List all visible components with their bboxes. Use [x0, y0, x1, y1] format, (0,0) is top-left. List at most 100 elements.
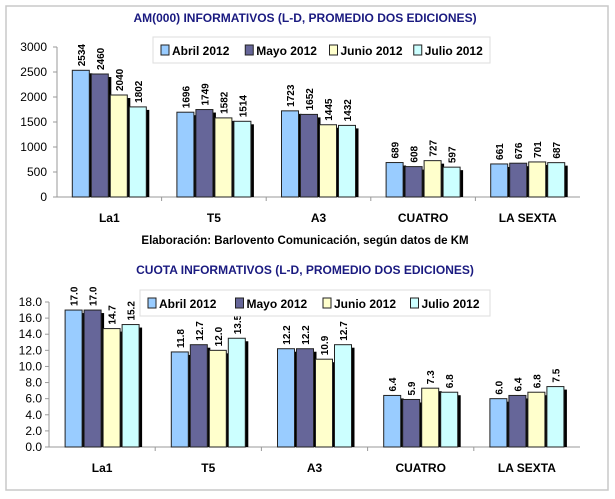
bar: [214, 117, 233, 198]
data-label: 727: [429, 140, 440, 157]
y-tick-label: 14.0: [19, 327, 43, 341]
legend-label: Julio 2012: [422, 297, 480, 311]
bar: [546, 386, 565, 448]
legend-swatch: [322, 297, 332, 309]
chart-1: 0 500 1000 1500 2000 2500 3000 La1 2534 2460 2040 1…: [20, 36, 580, 225]
legend-label: Junio 2012: [341, 44, 403, 58]
data-label: 6.4: [388, 377, 399, 391]
data-label: 12.2: [282, 325, 293, 345]
data-label: 2534: [77, 44, 88, 67]
x-tick-label: CUATRO: [395, 461, 445, 475]
y-tick-label: 500: [27, 165, 47, 179]
y-tick-label: 6.0: [25, 392, 42, 406]
bar: [170, 351, 189, 448]
y-tick-label: 12.0: [19, 343, 43, 357]
legend-label: Junio 2012: [334, 297, 396, 311]
legend-swatch: [413, 44, 423, 56]
bar: [189, 344, 208, 448]
data-label: 12.7: [339, 321, 350, 341]
data-label: 1432: [343, 99, 354, 122]
data-label: 15.2: [127, 301, 138, 321]
x-tick-label: A3: [307, 461, 323, 475]
data-label: 1749: [200, 83, 211, 106]
x-tick-label: La1: [92, 461, 113, 475]
bar: [64, 309, 83, 448]
data-label: 676: [514, 142, 525, 159]
data-label: 661: [495, 143, 506, 160]
y-tick-label: 10.0: [19, 359, 43, 373]
bar: [421, 387, 440, 448]
data-label: 687: [552, 142, 563, 159]
bar: [83, 309, 102, 448]
bar: [527, 391, 546, 448]
bar: [208, 349, 227, 448]
legend-label: Julio 2012: [425, 44, 483, 58]
y-tick-label: 16.0: [19, 311, 43, 325]
y-tick-label: 2500: [20, 65, 47, 79]
bar: [402, 398, 421, 448]
bar: [385, 162, 404, 198]
legend-swatch: [329, 44, 338, 56]
data-label: 12.7: [195, 321, 206, 341]
data-label: 14.7: [108, 305, 119, 325]
data-label: 6.4: [513, 377, 524, 391]
data-label: 1445: [324, 98, 335, 121]
y-tick-label: 3000: [20, 40, 47, 54]
data-label: 6.8: [532, 374, 543, 388]
bar: [547, 162, 566, 198]
data-label: 5.9: [407, 381, 418, 395]
chart2-title: CUOTA INFORMATIVOS (L-D, PROMEDIO DOS ED…: [136, 263, 474, 277]
y-tick-label: 0: [40, 190, 47, 204]
legend-box: [152, 36, 491, 64]
data-label: 1514: [238, 95, 249, 118]
chart1-title: AM(000) INFORMATIVOS (L-D, PROMEDIO DOS …: [133, 11, 476, 25]
data-label: 597: [448, 146, 459, 163]
data-label: 701: [533, 141, 544, 158]
data-label: 608: [410, 145, 421, 162]
bar: [176, 111, 195, 198]
bar: [300, 113, 318, 198]
data-label: 1582: [219, 91, 230, 114]
bar: [404, 166, 423, 198]
data-label: 7.5: [551, 368, 562, 382]
legend-box: [139, 289, 491, 317]
bar: [233, 120, 252, 198]
data-label: 11.8: [176, 329, 187, 348]
legend-label: Mayo 2012: [247, 297, 308, 311]
x-tick-label: CUATRO: [398, 211, 448, 225]
bar: [338, 124, 356, 198]
data-label: 12.0: [214, 326, 225, 346]
legend-swatch: [160, 44, 170, 56]
data-label: 1696: [181, 86, 192, 109]
data-label: 6.8: [445, 374, 456, 388]
bar: [423, 160, 442, 198]
data-label: 12.2: [301, 325, 312, 345]
bar: [277, 348, 295, 448]
y-tick-label: 0.0: [25, 440, 42, 454]
y-tick-label: 4.0: [25, 408, 42, 422]
chart-2: 0.0 2.0 4.0 6.0 8.0 10.0 12.0 14.0 16.0 18.0 La1 17…: [19, 286, 580, 475]
bar: [121, 324, 140, 448]
data-label: 2460: [96, 47, 107, 70]
y-tick-label: 2.0: [25, 424, 42, 438]
bar: [90, 73, 109, 198]
x-tick-label: T5: [207, 211, 221, 225]
data-label: 1652: [305, 88, 316, 111]
y-tick-label: 1500: [20, 115, 47, 129]
bar: [281, 110, 299, 198]
x-tick-label: A3: [311, 211, 327, 225]
bar: [227, 337, 246, 448]
bar: [509, 162, 528, 198]
data-label: 6.0: [494, 380, 505, 394]
legend-swatch: [235, 297, 244, 309]
x-tick-label: T5: [201, 461, 215, 475]
bar: [440, 391, 459, 448]
data-label: 689: [391, 141, 402, 158]
legend-label: Abril 2012: [172, 44, 230, 58]
legend-swatch: [410, 297, 419, 309]
data-label: 2040: [115, 68, 126, 91]
bar: [315, 358, 333, 448]
y-tick-label: 2000: [20, 90, 47, 104]
bar: [383, 394, 402, 448]
